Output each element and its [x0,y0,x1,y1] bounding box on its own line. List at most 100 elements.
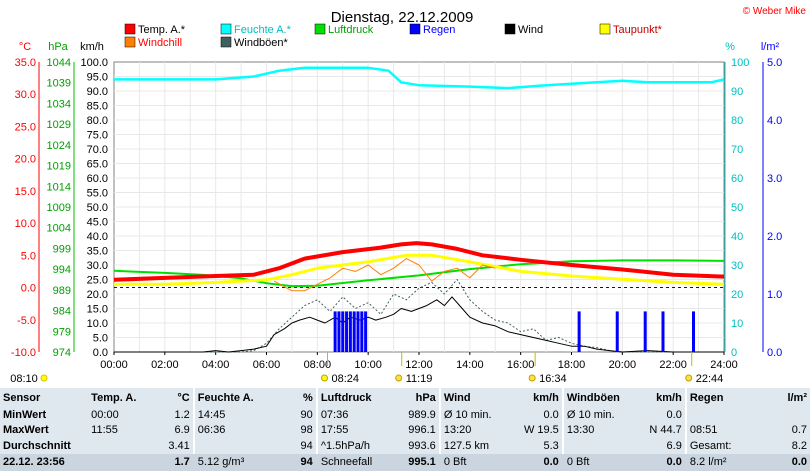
moon-icon [685,374,693,382]
table-cell: 11:55 [88,423,142,439]
humidity-unit-label: % [725,41,735,53]
copyright-text: © Weber Mike [743,6,807,17]
wind-tick-label: 90.0 [87,86,108,98]
rain-tick-label: 1.0 [767,289,782,301]
series-line-temp-a [113,241,725,282]
wind-tick-label: 85.0 [87,101,108,113]
rain-bar [615,311,619,352]
wind-tick-label: 70.0 [87,144,108,156]
humidity-tick-label: 30 [731,260,743,272]
column-gap [315,408,318,424]
wind-tick-label: 75.0 [87,130,108,142]
legend-label: Luftdruck [328,24,374,36]
wind-tick-label: 0.0 [93,347,108,359]
table-cell: MaxWert [0,423,89,439]
x-tick-label: 10:00 [354,359,382,371]
table-cell: % [258,388,316,409]
table-cell: Ø 10 min. [563,408,638,424]
table-cell: 989.9 [391,408,439,424]
column-gap [561,388,564,409]
table-cell: 993.6 [391,438,439,454]
table-cell: 07:36 [317,408,392,424]
table-cell: 3.41 [141,438,193,454]
wind-unit-label: km/h [80,41,104,53]
x-tick-label: 12:00 [405,359,433,371]
table-row: MinWert 00:00 1.2 14:45 90 07:36 989.9 Ø 10 min… [0,408,810,424]
humidity-tick-label: 80 [731,115,743,127]
pressure-tick-label: 1034 [47,98,71,110]
legend-swatch [220,23,232,35]
column-gap [561,438,564,454]
temp-tick-label: 15.0 [15,186,36,198]
legend-swatch [124,36,136,48]
temp-tick-label: 20.0 [15,154,36,166]
table-header-row: Sensor Temp. A. °C Feuchte A.% Luftdruck hPa W… [0,388,810,409]
table-cell: 1.2 [141,408,193,424]
table-cell: Regen [686,388,763,409]
table-cell: 06:36 [194,423,259,439]
table-cell: l/m² [762,388,810,409]
table-cell: Wind [440,388,515,409]
rain-bar [577,311,581,352]
moon-icon [528,374,536,382]
legend-swatch [124,23,136,35]
column-gap [684,408,687,424]
rain-bar [352,311,356,352]
column-gap [561,453,564,471]
rain-bar [364,311,368,352]
rain-bar [348,311,352,352]
table-cell [762,408,810,424]
x-tick-label: 08:00 [304,359,332,371]
legend-swatch [409,23,421,35]
table-cell: 8.2 [762,438,810,454]
series-line-windb-en [114,279,724,353]
pressure-tick-label: 1044 [47,57,71,69]
column-gap [438,408,441,424]
temp-tick-label: 10.0 [15,218,36,230]
table-cell: 22.12. 23:56 [0,453,89,471]
rain-bar [333,311,337,352]
legend-label: Taupunkt* [613,24,663,36]
rain-tick-label: 2.0 [767,231,782,243]
table-cell [563,438,638,454]
pressure-tick-label: 1019 [47,161,71,173]
wind-tick-label: 65.0 [87,159,108,171]
sun-icon [40,374,48,382]
table-cell: Feuchte A. [194,388,259,409]
series-line-wind [114,296,724,353]
table-cell: 94 [258,453,316,471]
rain-bar [337,311,341,352]
column-gap [192,438,195,454]
table-cell: Durchschnitt [0,438,89,454]
table-cell [194,438,259,454]
table-cell: W 19.5 [514,423,562,439]
pressure-tick-label: 1009 [47,202,71,214]
series-line-windchill [273,258,496,292]
column-gap [684,423,687,439]
plot-grid [113,61,725,353]
temp-tick-label: 30.0 [15,89,36,101]
column-gap [192,408,195,424]
table-cell: 0.0 [637,453,685,471]
table-cell: 6.9 [141,423,193,439]
table-cell: Schneefall [317,453,392,471]
table-cell: 127.5 km [440,438,515,454]
legend-swatch [314,23,326,35]
column-gap [192,388,195,409]
wind-tick-label: 60.0 [87,173,108,185]
rain-bar [341,311,345,352]
rain-tick-label: 5.0 [767,57,782,69]
table-cell: 0.0 [762,453,810,471]
column-gap [315,388,318,409]
column-gap [684,388,687,409]
table-cell: 98 [258,423,316,439]
table-row: 22.12. 23:56 1.7 5.12 g/m³ 94 Schneefall 995.… [0,453,810,471]
temp-tick-label: 5.0 [21,250,36,262]
table-cell [88,453,142,471]
table-row: Durchschnitt 3.41 94 ^1.5hPa/h 993.6 127.5 km… [0,438,810,454]
legend-label: Regen [423,24,455,36]
pressure-tick-label: 999 [53,243,71,255]
x-tick-label: 00:00 [100,359,128,371]
table-cell: km/h [637,388,685,409]
table-cell [88,438,142,454]
